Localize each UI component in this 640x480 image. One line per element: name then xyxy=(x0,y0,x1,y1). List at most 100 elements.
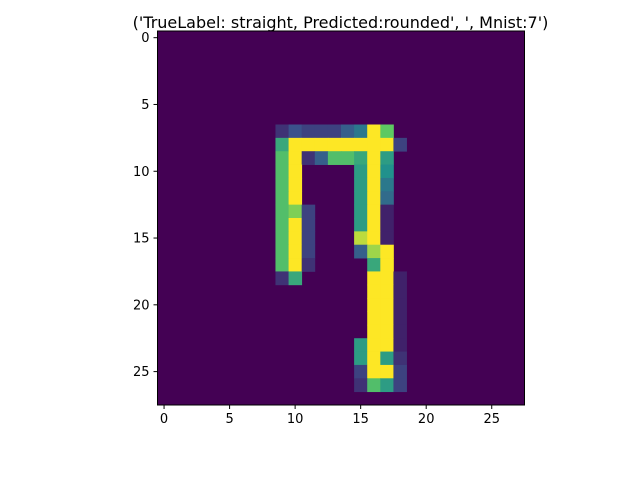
heatmap-cell xyxy=(288,137,303,152)
heatmap-cell xyxy=(301,204,316,219)
heatmap-cell xyxy=(393,324,407,339)
heatmap-cell xyxy=(301,137,316,152)
heatmap-cell xyxy=(380,218,394,232)
heatmap-cell xyxy=(275,124,289,139)
heatmap-cell xyxy=(354,164,368,179)
heatmap-cell xyxy=(354,338,368,352)
heatmap-cell xyxy=(393,137,407,152)
heatmap-cell xyxy=(367,164,381,179)
heatmap-cell xyxy=(288,244,303,259)
heatmap-cell xyxy=(380,151,394,165)
heatmap-cell xyxy=(367,258,381,272)
heatmap-cell xyxy=(367,231,381,246)
heatmap-background xyxy=(157,31,525,405)
heatmap-cell xyxy=(367,218,381,232)
heatmap-cell xyxy=(380,284,394,299)
heatmap-cell xyxy=(380,164,394,179)
heatmap-cell xyxy=(367,311,381,326)
heatmap-cell xyxy=(380,364,394,379)
heatmap-cell xyxy=(380,298,394,312)
heatmap-cell xyxy=(275,151,289,165)
heatmap-cell xyxy=(327,137,342,152)
heatmap-cell xyxy=(367,351,381,366)
heatmap-cell xyxy=(301,218,316,232)
x-tick-label: 25 xyxy=(483,412,500,427)
heatmap-cell xyxy=(380,244,394,259)
heatmap-cell xyxy=(380,351,394,366)
heatmap-cell xyxy=(380,231,394,246)
x-tick-label: 20 xyxy=(418,412,435,427)
heatmap-cell xyxy=(275,137,289,152)
heatmap-cell xyxy=(380,177,394,192)
heatmap-cell xyxy=(275,271,289,286)
heatmap-cell xyxy=(288,258,303,272)
heatmap-cell xyxy=(380,258,394,272)
heatmap-cell xyxy=(288,231,303,246)
chart-title: ('TrueLabel: straight, Predicted:rounded… xyxy=(133,13,549,32)
heatmap-cell xyxy=(341,151,355,165)
axes-frame xyxy=(157,30,525,406)
y-tick-label: 10 xyxy=(133,165,150,180)
heatmap-cell xyxy=(367,271,381,286)
heatmap-cell xyxy=(367,204,381,219)
heatmap-cell xyxy=(367,298,381,312)
heatmap-cell xyxy=(288,177,303,192)
heatmap-cell xyxy=(393,351,407,366)
heatmap-cell xyxy=(393,338,407,352)
heatmap-cell xyxy=(367,324,381,339)
heatmap-cell xyxy=(367,284,381,299)
heatmap-cell xyxy=(341,137,355,152)
x-tick-label: 15 xyxy=(352,412,369,427)
heatmap-cell xyxy=(393,298,407,312)
heatmap-cell xyxy=(275,164,289,179)
heatmap-cell xyxy=(354,137,368,152)
heatmap-cell xyxy=(380,191,394,206)
heatmap-cell xyxy=(301,231,316,246)
heatmap-cell xyxy=(354,244,368,259)
heatmap-cell xyxy=(380,338,394,352)
heatmap-cell xyxy=(354,191,368,206)
heatmap-cell xyxy=(275,244,289,259)
y-tick-label: 20 xyxy=(133,298,150,313)
heatmap-cell xyxy=(380,324,394,339)
heatmap-cell xyxy=(314,124,329,139)
heatmap-cell xyxy=(301,124,316,139)
heatmap-cell xyxy=(314,137,329,152)
heatmap-cell xyxy=(367,378,381,393)
heatmap-cell xyxy=(380,204,394,219)
x-tick-label: 5 xyxy=(225,412,233,427)
heatmap-cell xyxy=(393,311,407,326)
heatmap-cell xyxy=(380,271,394,286)
heatmap-cell xyxy=(288,191,303,206)
y-axis: 0 5 10 15 20 25 xyxy=(133,31,158,380)
y-tick-label: 5 xyxy=(141,98,149,113)
heatmap-cell xyxy=(288,204,303,219)
heatmap-cell xyxy=(380,137,394,152)
heatmap-cell xyxy=(314,151,329,165)
x-tick-label: 0 xyxy=(160,412,168,427)
heatmap-cell xyxy=(367,177,381,192)
heatmap-cell xyxy=(341,124,355,139)
heatmap-cell xyxy=(354,177,368,192)
heatmap-cell xyxy=(367,364,381,379)
heatmap-cell xyxy=(275,191,289,206)
heatmap-cell xyxy=(393,378,407,393)
heatmap-cell xyxy=(380,378,394,393)
heatmap-cell xyxy=(301,151,316,165)
heatmap-cell xyxy=(367,137,381,152)
y-tick-label: 0 xyxy=(141,31,149,46)
heatmap-cell xyxy=(354,231,368,246)
heatmap-cell xyxy=(275,204,289,219)
heatmap-cell xyxy=(275,218,289,232)
heatmap-cell xyxy=(288,271,303,286)
y-tick-label: 15 xyxy=(133,232,150,247)
heatmap-cell xyxy=(367,191,381,206)
heatmap-cell xyxy=(354,218,368,232)
plot-area xyxy=(157,30,525,406)
heatmap-cell xyxy=(354,204,368,219)
heatmap-cell xyxy=(380,124,394,139)
heatmap-cell xyxy=(275,258,289,272)
heatmap-cell xyxy=(367,151,381,165)
heatmap-cell xyxy=(354,124,368,139)
heatmap-cells xyxy=(275,124,407,393)
